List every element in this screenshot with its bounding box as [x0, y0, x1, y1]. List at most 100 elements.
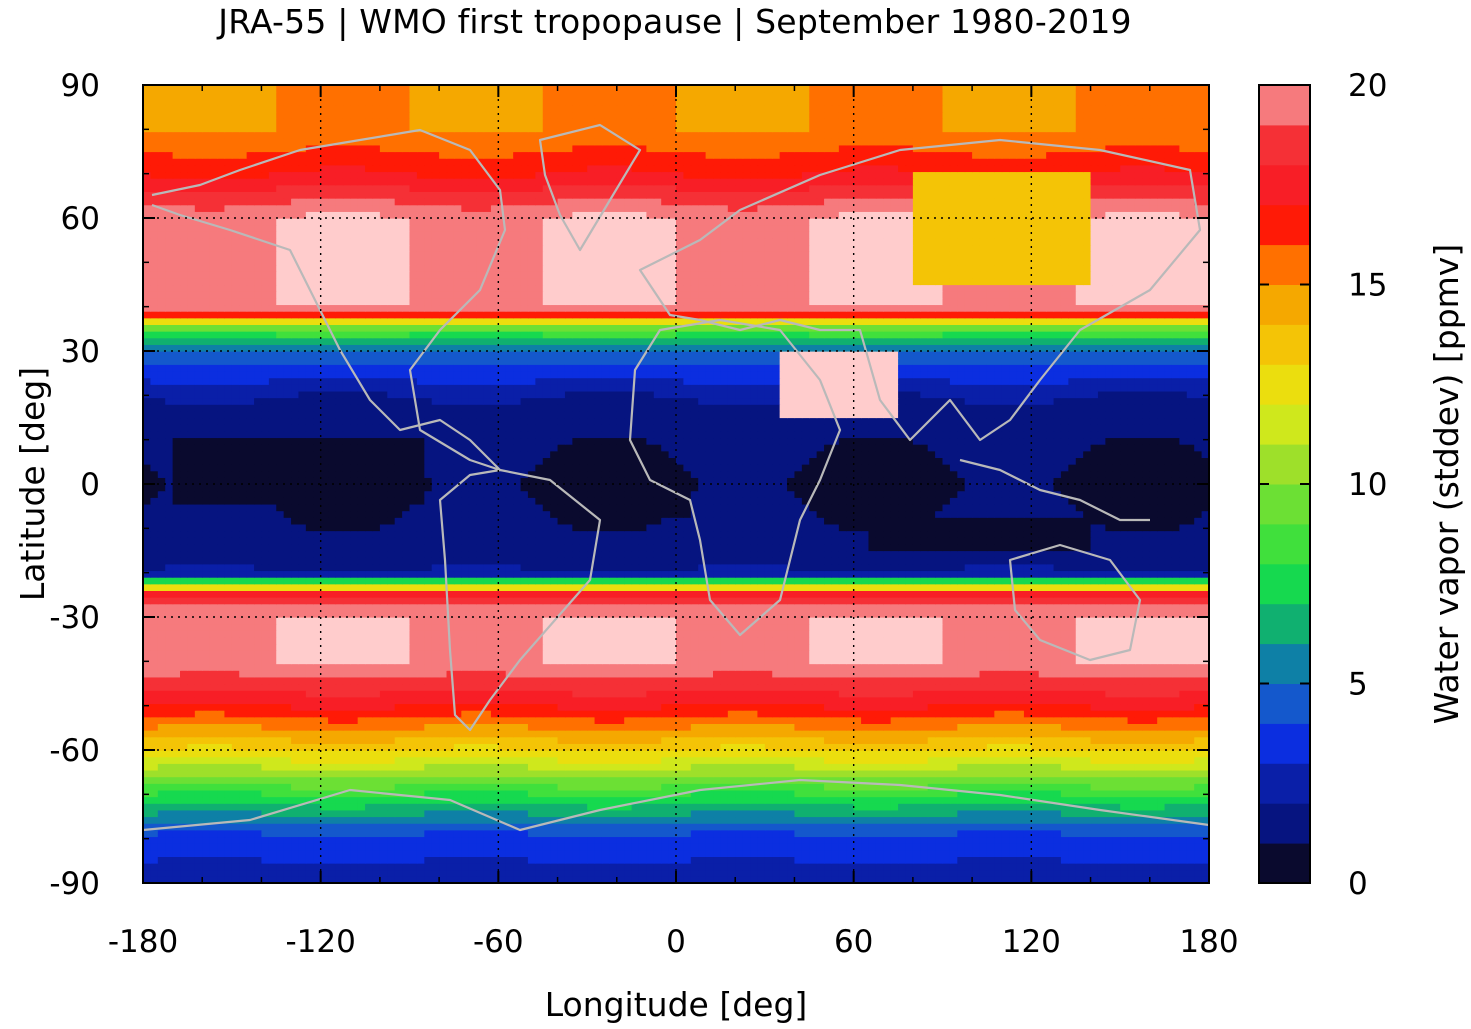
heatmap-cell	[691, 797, 699, 804]
heatmap-cell	[1179, 750, 1187, 757]
heatmap-cell	[417, 777, 425, 784]
heatmap-cell	[661, 723, 669, 730]
heatmap-cell	[750, 677, 758, 684]
heatmap-cell	[898, 730, 906, 737]
heatmap-cell	[794, 750, 802, 757]
heatmap-cell	[506, 730, 514, 737]
heatmap-cell	[284, 823, 292, 830]
heatmap-cell	[150, 670, 158, 677]
heatmap-cell	[1150, 737, 1158, 744]
heatmap-cell	[565, 677, 573, 684]
heatmap-cell	[809, 850, 817, 857]
heatmap-cell	[1098, 737, 1106, 744]
heatmap-cell	[1083, 856, 1091, 863]
heatmap-cell	[787, 757, 795, 764]
heatmap-cell	[187, 737, 195, 744]
heatmap-cell	[195, 664, 203, 671]
heatmap-cell	[950, 863, 958, 870]
heatmap-cell	[809, 830, 817, 837]
heatmap-cell	[284, 843, 292, 850]
heatmap-cell	[447, 770, 455, 777]
heatmap-cell	[165, 697, 173, 704]
heatmap-cell	[750, 797, 758, 804]
heatmap-cell	[210, 850, 218, 857]
heatmap-cell	[839, 743, 847, 750]
heatmap-cell	[343, 856, 351, 863]
heatmap-cell	[609, 790, 617, 797]
heatmap-cell	[617, 690, 625, 697]
heatmap-cell	[321, 770, 329, 777]
heatmap-cell	[1091, 730, 1099, 737]
heatmap-cell	[424, 684, 432, 691]
heatmap-cell	[187, 730, 195, 737]
heatmap-cell	[861, 703, 869, 710]
heatmap-cell	[565, 770, 573, 777]
heatmap-cell	[558, 783, 566, 790]
heatmap-cell	[239, 763, 247, 770]
heatmap-cell	[957, 830, 965, 837]
heatmap-cell	[1105, 797, 1113, 804]
heatmap-cell	[1128, 803, 1136, 810]
heatmap-cell	[558, 810, 566, 817]
heatmap-cell	[1083, 750, 1091, 757]
heatmap-cell	[720, 737, 728, 744]
heatmap-cell	[831, 750, 839, 757]
heatmap-cell	[831, 770, 839, 777]
heatmap-cell	[550, 797, 558, 804]
heatmap-cell	[1046, 810, 1054, 817]
heatmap-cell	[469, 657, 477, 664]
heatmap-cell	[794, 717, 802, 724]
heatmap-cell	[1172, 757, 1180, 764]
heatmap-cell	[380, 670, 388, 677]
heatmap-cell	[1135, 783, 1143, 790]
heatmap-cell	[587, 830, 595, 837]
heatmap-cell	[217, 783, 225, 790]
heatmap-cell	[432, 737, 440, 744]
heatmap-cell	[1142, 743, 1150, 750]
heatmap-cell	[484, 870, 492, 877]
heatmap-cell	[920, 830, 928, 837]
heatmap-cell	[676, 730, 684, 737]
heatmap-cell	[365, 830, 373, 837]
heatmap-cell	[839, 863, 847, 870]
heatmap-cell	[646, 710, 654, 717]
heatmap-cell	[676, 836, 684, 843]
heatmap-cell	[417, 823, 425, 830]
heatmap-cell	[883, 677, 891, 684]
heatmap-cell	[1039, 697, 1047, 704]
heatmap-cell	[802, 836, 810, 843]
heatmap-cell	[1002, 730, 1010, 737]
heatmap-cell	[173, 650, 181, 657]
heatmap-cell	[402, 710, 410, 717]
heatmap-cell	[173, 710, 181, 717]
heatmap-cell	[861, 697, 869, 704]
heatmap-cell	[913, 836, 921, 843]
heatmap-cell	[239, 670, 247, 677]
heatmap-cell	[809, 670, 817, 677]
heatmap-cell	[728, 797, 736, 804]
heatmap-cell	[143, 690, 151, 697]
heatmap-cell	[284, 710, 292, 717]
heatmap-cell	[498, 783, 506, 790]
heatmap-cell	[247, 690, 255, 697]
heatmap-cell	[587, 770, 595, 777]
heatmap-cell	[987, 763, 995, 770]
heatmap-cell	[1068, 697, 1076, 704]
heatmap-cell	[1113, 703, 1121, 710]
heatmap-cell	[750, 690, 758, 697]
heatmap-cell	[876, 664, 884, 671]
heatmap-cell	[1091, 703, 1099, 710]
heatmap-cell	[558, 690, 566, 697]
heatmap-cell	[476, 730, 484, 737]
heatmap-cell	[439, 677, 447, 684]
heatmap-cell	[313, 777, 321, 784]
heatmap-cell	[883, 836, 891, 843]
heatmap-cell	[1187, 703, 1195, 710]
heatmap-cell	[1165, 763, 1173, 770]
heatmap-cell	[1091, 763, 1099, 770]
heatmap-cell	[1113, 723, 1121, 730]
heatmap-cell	[891, 664, 899, 671]
heatmap-cell	[957, 843, 965, 850]
heatmap-cell	[350, 657, 358, 664]
heatmap-cell	[143, 670, 151, 677]
